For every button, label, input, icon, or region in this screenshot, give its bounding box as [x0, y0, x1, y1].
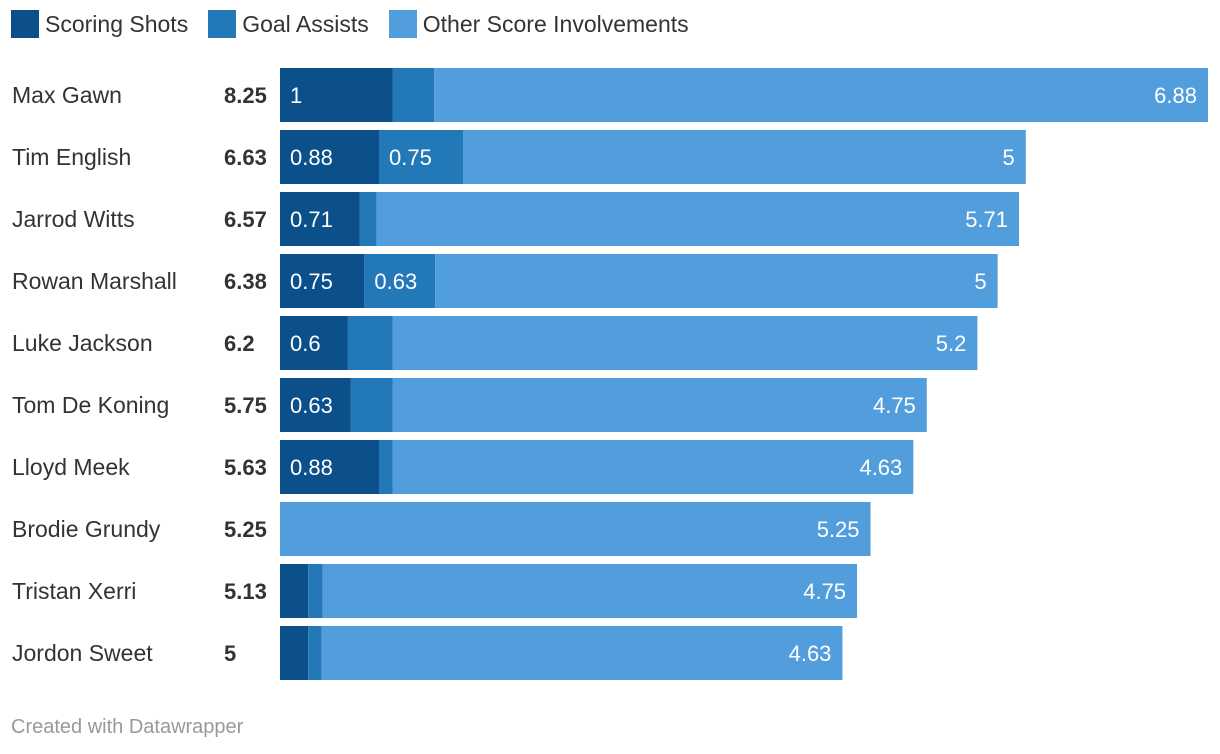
- bar-segment-goal-assists: [364, 254, 436, 308]
- bar-row-tristan-xerri: Tristan Xerri 5.13 4.75: [12, 564, 858, 618]
- bar-row-tim-english: Tim English 6.63 0.88 0.75 5: [12, 130, 1026, 184]
- bar-segment-scoring-shots: [280, 626, 309, 680]
- bar-segment-goal-assists: [308, 626, 322, 680]
- bar-segment-other-score-involvements: [392, 316, 978, 370]
- bar-segment-other-score-involvements: [376, 192, 1020, 246]
- data-label-scoring-shots: 0.71: [290, 207, 333, 232]
- legend-label-goal-assists: Goal Assists: [242, 10, 369, 37]
- bar-segment-goal-assists: [378, 440, 393, 494]
- legend-label-other-score-involvements: Other Score Involvements: [422, 10, 689, 37]
- bar-segment-goal-assists: [350, 378, 393, 432]
- bar-row-rowan-marshall: Rowan Marshall 6.38 0.75 0.63 5: [12, 254, 998, 308]
- bar-row-max-gawn: Max Gawn 8.25 1 6.88: [12, 68, 1208, 122]
- data-label-other-score-involvements: 4.75: [873, 393, 916, 418]
- data-label-other-score-involvements: 4.63: [789, 641, 832, 666]
- data-label-other-score-involvements: 5: [1003, 145, 1015, 170]
- data-label-other-score-involvements: 4.63: [859, 455, 902, 480]
- bar-segment-other-score-involvements: [392, 440, 914, 494]
- bar-row-jarrod-witts: Jarrod Witts 6.57 0.71 5.71: [12, 192, 1020, 246]
- data-label-scoring-shots: 0.88: [290, 455, 333, 480]
- chart-legend: Scoring Shots Goal Assists Other Score I…: [11, 9, 709, 39]
- total-label: 5: [224, 641, 236, 666]
- bar-segment-goal-assists: [359, 192, 377, 246]
- data-label-other-score-involvements: 6.88: [1154, 83, 1197, 108]
- category-label: Tristan Xerri: [12, 578, 136, 604]
- bar-segment-scoring-shots: [280, 316, 348, 370]
- bar-row-lloyd-meek: Lloyd Meek 5.63 0.88 4.63: [12, 440, 914, 494]
- bar-segment-other-score-involvements: [321, 626, 843, 680]
- total-label: 5.13: [224, 579, 267, 604]
- legend-swatch-scoring-shots: [11, 10, 39, 38]
- data-label-other-score-involvements: 4.75: [803, 579, 846, 604]
- bar-segment-goal-assists: [308, 564, 323, 618]
- bar-segment-goal-assists: [347, 316, 393, 370]
- bar-segment-scoring-shots: [280, 192, 360, 246]
- data-label-other-score-involvements: 5.25: [817, 517, 860, 542]
- stacked-bar-chart: Max Gawn 8.25 1 6.88 Tim English 6.63 0.88 0.75…: [12, 68, 1208, 680]
- category-label: Jarrod Witts: [12, 206, 135, 232]
- data-label-goal-assists: 0.75: [389, 145, 432, 170]
- legend-item-other-score-involvements: Other Score Involvements: [388, 10, 689, 38]
- data-label-scoring-shots: 0.88: [290, 145, 333, 170]
- bar-row-tom-de-koning: Tom De Koning 5.75 0.63 4.75: [12, 378, 927, 432]
- footer-credit: Created with Datawrapper: [11, 716, 244, 738]
- category-label: Tim English: [12, 144, 131, 170]
- legend-label-scoring-shots: Scoring Shots: [45, 10, 189, 37]
- total-label: 5.75: [224, 393, 267, 418]
- bar-segment-scoring-shots: [280, 68, 393, 122]
- bar-row-jordon-sweet: Jordon Sweet 5 4.63: [12, 626, 843, 680]
- bar-segment-scoring-shots: [280, 254, 365, 308]
- data-label-other-score-involvements: 5.71: [965, 207, 1008, 232]
- bar-segment-other-score-involvements: [434, 68, 1208, 122]
- data-label-goal-assists: 0.63: [374, 269, 417, 294]
- bar-segment-scoring-shots: [280, 440, 379, 494]
- category-label: Brodie Grundy: [12, 516, 161, 542]
- bar-row-brodie-grundy: Brodie Grundy 5.25 5.25: [12, 502, 871, 556]
- bar-segment-goal-assists: [378, 130, 464, 184]
- legend-item-goal-assists: Goal Assists: [208, 10, 369, 38]
- data-label-scoring-shots: 0.63: [290, 393, 333, 418]
- legend-item-scoring-shots: Scoring Shots: [11, 10, 188, 38]
- legend-swatch-other-score-involvements: [388, 10, 417, 38]
- category-label: Jordon Sweet: [12, 640, 153, 666]
- data-label-other-score-involvements: 5.2: [936, 331, 967, 356]
- category-label: Max Gawn: [12, 82, 122, 108]
- bar-segment-other-score-involvements: [322, 564, 858, 618]
- data-label-other-score-involvements: 5: [974, 269, 986, 294]
- bar-segment-scoring-shots: [280, 130, 379, 184]
- bar-segment-goal-assists: [392, 68, 435, 122]
- total-label: 6.38: [224, 269, 267, 294]
- category-label: Tom De Koning: [12, 392, 169, 418]
- data-label-scoring-shots: 0.75: [290, 269, 333, 294]
- category-label: Luke Jackson: [12, 330, 153, 356]
- bar-segment-other-score-involvements: [392, 378, 927, 432]
- category-label: Rowan Marshall: [12, 268, 177, 294]
- bar-segment-scoring-shots: [280, 564, 309, 618]
- bar-segment-scoring-shots: [280, 378, 351, 432]
- total-label: 8.25: [224, 83, 267, 108]
- data-label-scoring-shots: 0.6: [290, 331, 321, 356]
- bar-segment-other-score-involvements: [435, 254, 998, 308]
- bar-row-luke-jackson: Luke Jackson 6.2 0.6 5.2: [12, 316, 978, 370]
- total-label: 5.63: [224, 455, 267, 480]
- total-label: 6.2: [224, 331, 255, 356]
- bar-segment-other-score-involvements: [280, 502, 871, 556]
- category-label: Lloyd Meek: [12, 454, 130, 480]
- data-label-scoring-shots: 1: [290, 83, 302, 108]
- total-label: 6.63: [224, 145, 267, 170]
- total-label: 5.25: [224, 517, 267, 542]
- total-label: 6.57: [224, 207, 267, 232]
- legend-swatch-goal-assists: [208, 10, 237, 38]
- bar-segment-other-score-involvements: [463, 130, 1026, 184]
